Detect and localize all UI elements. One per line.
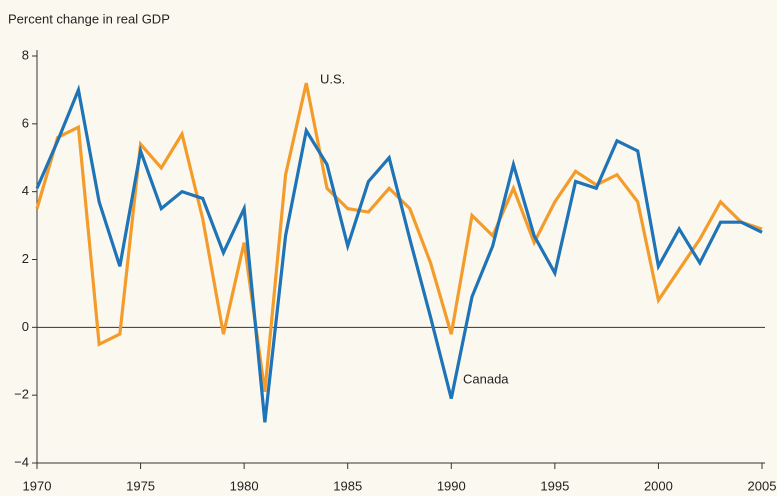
x-tick-label: 1990 [437,478,466,493]
y-tick-label: −4 [14,454,29,469]
y-tick-label: 4 [22,183,29,198]
y-tick-label: −2 [14,387,29,402]
x-tick-label: 1980 [230,478,259,493]
x-tick-label: 2005 [748,478,777,493]
annotation: U.S. [320,71,345,86]
line-series [35,84,763,423]
y-tick-label: 8 [22,47,29,62]
x-tick-label: 1985 [333,478,362,493]
x-tick-label: 1995 [540,478,569,493]
annotation: Canada [463,371,509,386]
x-tick-label: 1975 [126,478,155,493]
y-tick-label: 6 [22,115,29,130]
y-axis-label: Percent change in real GDP [8,11,170,26]
y-tick-label: 0 [22,319,29,334]
x-tick-label: 2000 [644,478,673,493]
x-tick-label: 1970 [23,478,52,493]
y-tick-label: 2 [22,251,29,266]
